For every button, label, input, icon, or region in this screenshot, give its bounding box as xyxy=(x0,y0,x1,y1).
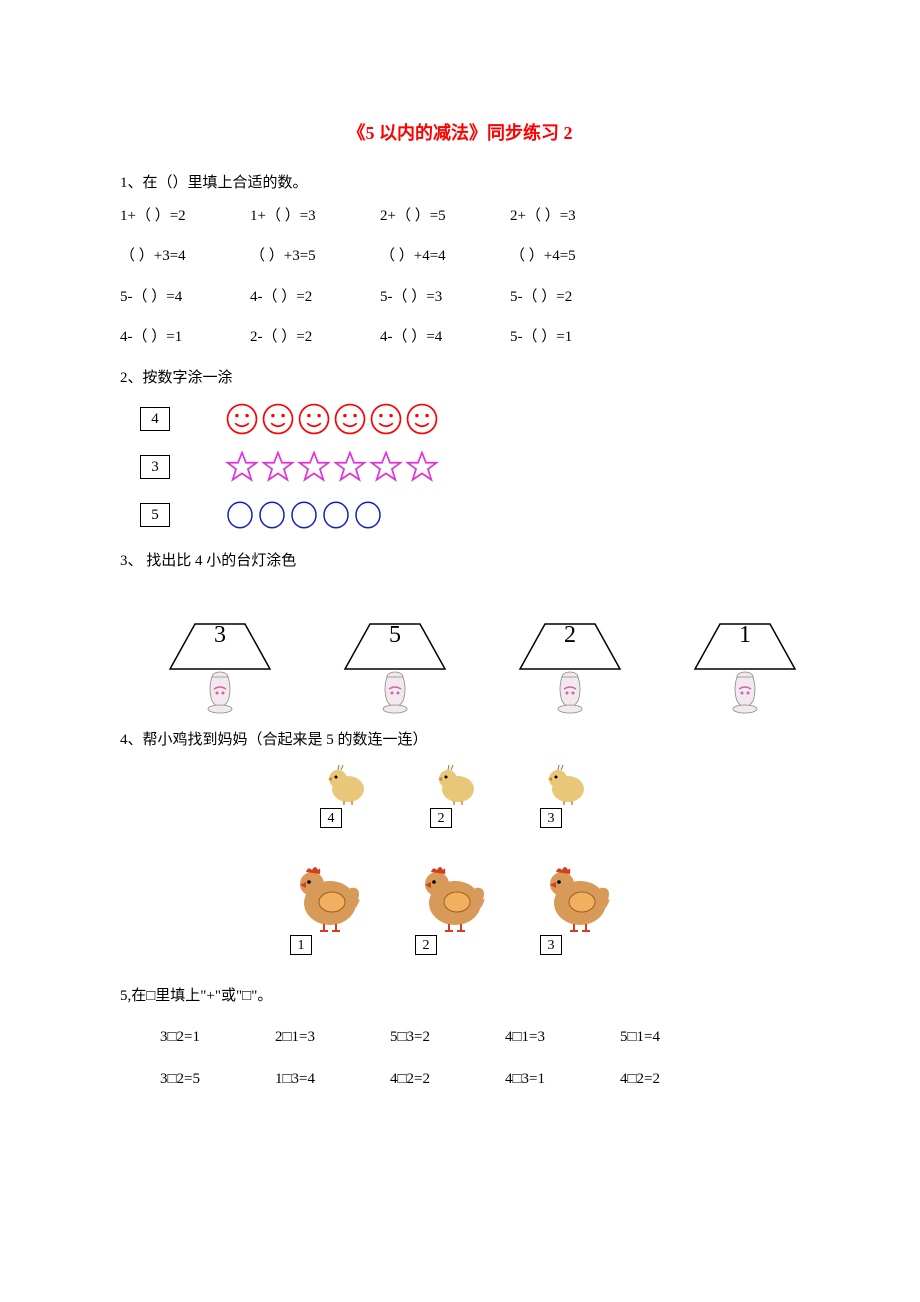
q1-cell: （ ）+3=5 xyxy=(250,245,380,268)
chick-icon xyxy=(540,761,590,806)
hen-icon xyxy=(415,858,490,933)
q2-number-box: 3 xyxy=(140,455,170,479)
q1-cell: 1+（ ）=2 xyxy=(120,205,250,228)
q5-cell: 4□3=1 xyxy=(505,1068,620,1091)
circle-icon xyxy=(225,500,255,530)
page-title: 《5 以内的减法》同步练习 2 xyxy=(120,120,800,147)
chick-icon xyxy=(320,761,370,806)
q5-cell: 1□3=4 xyxy=(275,1068,390,1091)
q1-cell: 5-（ ）=3 xyxy=(380,286,510,309)
hen-number: 3 xyxy=(540,935,562,955)
q4-label: 4、帮小鸡找到妈妈（合起来是 5 的数连一连） xyxy=(120,729,800,752)
lamp: 3 xyxy=(160,583,280,714)
q5-cell: 5□3=2 xyxy=(390,1026,505,1049)
q1-label: 1、在（）里填上合适的数。 xyxy=(120,172,800,195)
q1-cell: 4-（ ）=1 xyxy=(120,326,250,349)
q2-label: 2、按数字涂一涂 xyxy=(120,367,800,390)
hen-icon xyxy=(290,858,365,933)
q2-number-box: 4 xyxy=(140,407,170,431)
q5-cell: 4□2=2 xyxy=(390,1068,505,1091)
hen-number: 2 xyxy=(415,935,437,955)
smiley-icon xyxy=(369,402,403,436)
q1-grid: 1+（ ）=2 1+（ ）=3 2+（ ）=5 2+（ ）=3 （ ）+3=4 … xyxy=(120,205,800,349)
q4-hens-row: 1 2 3 xyxy=(290,858,800,955)
chick-number: 4 xyxy=(320,808,342,828)
smiley-icon xyxy=(405,402,439,436)
lamp-number: 5 xyxy=(389,617,401,653)
q5-cell: 4□1=3 xyxy=(505,1026,620,1049)
q5-cell: 2□1=3 xyxy=(275,1026,390,1049)
q3-area: 3 5 2 1 xyxy=(160,583,800,714)
hen: 2 xyxy=(415,858,490,955)
circle-icon xyxy=(321,500,351,530)
q2-row: 3 xyxy=(140,447,800,487)
lamp-number: 1 xyxy=(739,617,751,653)
q1-cell: 4-（ ）=4 xyxy=(380,326,510,349)
q1-cell: 2-（ ）=2 xyxy=(250,326,380,349)
q5-cell: 3□2=5 xyxy=(160,1068,275,1091)
circle-icon xyxy=(257,500,287,530)
q1-cell: （ ）+4=5 xyxy=(510,245,640,268)
chick-icon xyxy=(430,761,480,806)
q2-row: 4 xyxy=(140,399,800,439)
star-icon xyxy=(261,450,295,484)
hen-number: 1 xyxy=(290,935,312,955)
lamp: 5 xyxy=(335,583,455,714)
hen-icon xyxy=(540,858,615,933)
q4-chicks-row: 4 2 3 xyxy=(320,761,800,828)
chick: 2 xyxy=(430,761,480,828)
lamp-number: 2 xyxy=(564,617,576,653)
q1-cell: 2+（ ）=3 xyxy=(510,205,640,228)
hen: 3 xyxy=(540,858,615,955)
star-icon xyxy=(225,450,259,484)
lamp-number: 3 xyxy=(214,617,226,653)
q5-cell: 4□2=2 xyxy=(620,1068,735,1091)
lamp: 2 xyxy=(510,583,630,714)
smiley-icon xyxy=(297,402,331,436)
chick: 3 xyxy=(540,761,590,828)
q2-number-box: 5 xyxy=(140,503,170,527)
q3-label: 3、 找出比 4 小的台灯涂色 xyxy=(120,550,800,573)
circle-icon xyxy=(353,500,383,530)
star-icon xyxy=(369,450,403,484)
q1-cell: （ ）+4=4 xyxy=(380,245,510,268)
q5-cell: 5□1=4 xyxy=(620,1026,735,1049)
star-icon xyxy=(297,450,331,484)
smiley-icon xyxy=(261,402,295,436)
q1-cell: 5-（ ）=2 xyxy=(510,286,640,309)
q5-row: 3□2=1 2□1=3 5□3=2 4□1=3 5□1=4 xyxy=(160,1026,800,1049)
hen: 1 xyxy=(290,858,365,955)
q2-row: 5 xyxy=(140,495,800,535)
circle-icon xyxy=(289,500,319,530)
q1-cell: 5-（ ）=4 xyxy=(120,286,250,309)
q1-cell: 1+（ ）=3 xyxy=(250,205,380,228)
star-icon xyxy=(333,450,367,484)
chick-number: 2 xyxy=(430,808,452,828)
chick-number: 3 xyxy=(540,808,562,828)
smiley-icon xyxy=(225,402,259,436)
q5-row: 3□2=5 1□3=4 4□2=2 4□3=1 4□2=2 xyxy=(160,1068,800,1091)
q1-cell: 4-（ ）=2 xyxy=(250,286,380,309)
q1-cell: （ ）+3=4 xyxy=(120,245,250,268)
q5-label: 5,在□里填上"+"或"□"。 xyxy=(120,985,800,1008)
star-icon xyxy=(405,450,439,484)
lamp: 1 xyxy=(685,583,805,714)
q2-area: 4 3 5 xyxy=(120,399,800,535)
q1-cell: 5-（ ）=1 xyxy=(510,326,640,349)
q1-cell: 2+（ ）=5 xyxy=(380,205,510,228)
q5-cell: 3□2=1 xyxy=(160,1026,275,1049)
smiley-icon xyxy=(333,402,367,436)
chick: 4 xyxy=(320,761,370,828)
